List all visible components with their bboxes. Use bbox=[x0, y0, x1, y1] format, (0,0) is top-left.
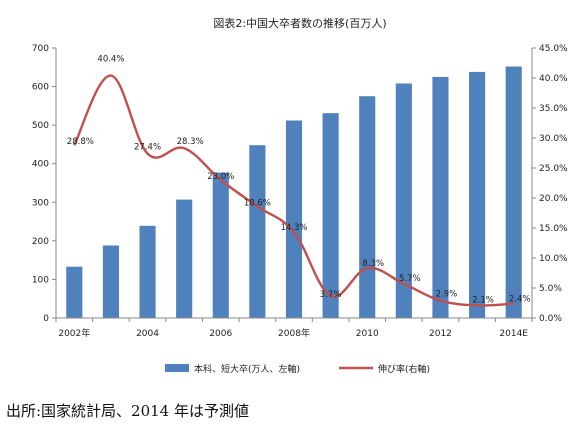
legend-label-bars: 本科、短大卒(万人、左軸) bbox=[194, 363, 300, 375]
growth-line bbox=[73, 74, 514, 307]
right-tick-label: 30.0% bbox=[539, 134, 568, 144]
legend-swatch-bars bbox=[165, 364, 189, 372]
chart: 図表2:中国大卒者数の推移(百万人) 0 100 200 300 400 500 600 70… bbox=[32, 16, 568, 375]
chart-title: 図表2:中国大卒者数の推移(百万人) bbox=[213, 16, 386, 30]
bar bbox=[285, 120, 303, 318]
x-tick-label: 2012 bbox=[429, 329, 452, 339]
line-data-label: 3.7% bbox=[320, 290, 342, 300]
left-tick-label: 300 bbox=[32, 198, 49, 208]
line-data-label: 14.3% bbox=[280, 223, 307, 233]
right-tick-label: 35.0% bbox=[539, 104, 568, 114]
bar bbox=[139, 225, 156, 318]
left-tick-label: 0 bbox=[43, 314, 49, 324]
left-tick-label: 600 bbox=[32, 83, 49, 93]
bar bbox=[505, 66, 522, 318]
x-tick-label: 2004 bbox=[136, 329, 159, 339]
left-tick-label: 100 bbox=[32, 275, 49, 285]
bar-series bbox=[66, 66, 522, 319]
line-data-label: 40.4% bbox=[97, 55, 124, 65]
x-axis: 2002年 2004 2006 2008年 2010 2012 2014E bbox=[55, 317, 533, 339]
right-tick-label: 25.0% bbox=[539, 164, 568, 174]
bar bbox=[395, 83, 412, 318]
left-axis: 0 100 200 300 400 500 600 700 bbox=[32, 44, 57, 324]
legend: 本科、短大卒(万人、左軸) 伸び率(右軸) bbox=[165, 363, 430, 375]
line-series: 28.8% 40.4% 27.4% 28.3% 23.0% 18.6% 14.3% 3.7% 8… bbox=[67, 55, 531, 307]
line-data-label: 28.3% bbox=[177, 137, 204, 147]
left-tick-label: 500 bbox=[32, 121, 49, 131]
right-tick-label: 20.0% bbox=[539, 194, 568, 204]
legend-label-line: 伸び率(右軸) bbox=[378, 363, 430, 375]
x-tick-label: 2008年 bbox=[278, 327, 310, 339]
x-tick-label: 2002年 bbox=[58, 327, 90, 339]
x-tick-label: 2014E bbox=[499, 329, 528, 339]
source-note: 出所:国家統計局、2014 年は予測値 bbox=[6, 402, 249, 420]
line-data-label: 8.3% bbox=[362, 259, 384, 269]
bar bbox=[66, 266, 83, 318]
right-axis: 0.0% 5.0% 10.0% 15.0% 20.0% 25.0% 30.0% 35.0% 40… bbox=[531, 44, 568, 324]
bar bbox=[359, 96, 376, 318]
line-data-label: 2.1% bbox=[472, 295, 494, 305]
line-data-label: 2.4% bbox=[509, 295, 531, 305]
bar bbox=[249, 145, 266, 318]
right-tick-label: 5.0% bbox=[539, 284, 562, 294]
line-data-label: 5.7% bbox=[399, 274, 421, 284]
right-tick-label: 45.0% bbox=[539, 44, 568, 54]
right-tick-label: 40.0% bbox=[539, 74, 568, 84]
bar bbox=[176, 199, 193, 318]
bar bbox=[212, 172, 229, 318]
bar bbox=[102, 245, 119, 318]
left-tick-label: 400 bbox=[32, 160, 49, 170]
left-tick-label: 200 bbox=[32, 237, 49, 247]
right-tick-label: 10.0% bbox=[539, 254, 568, 264]
line-data-label: 27.4% bbox=[134, 143, 161, 153]
bar bbox=[432, 76, 449, 318]
bar bbox=[322, 113, 339, 318]
line-data-label: 28.8% bbox=[67, 137, 94, 147]
left-tick-label: 700 bbox=[32, 44, 49, 54]
line-data-label: 18.6% bbox=[244, 198, 271, 208]
right-tick-label: 0.0% bbox=[539, 314, 562, 324]
right-tick-label: 15.0% bbox=[539, 224, 568, 234]
line-data-label: 23.0% bbox=[207, 172, 234, 182]
bar bbox=[469, 71, 486, 319]
line-data-label: 2.9% bbox=[436, 290, 458, 300]
x-tick-label: 2010 bbox=[356, 329, 379, 339]
x-tick-label: 2006 bbox=[209, 329, 232, 339]
